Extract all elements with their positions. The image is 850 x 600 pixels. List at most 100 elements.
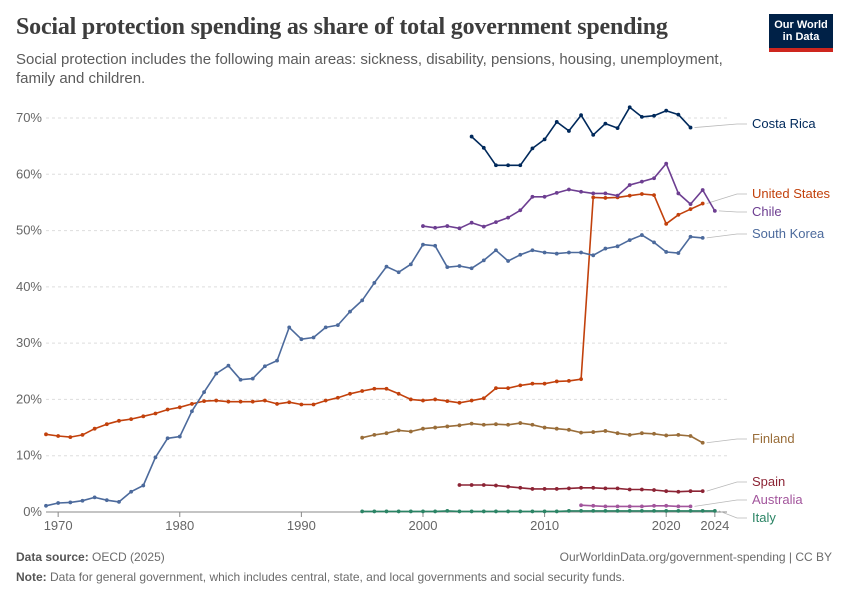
- x-tick-label: 1970: [44, 518, 73, 533]
- data-point-chile: [652, 176, 656, 181]
- y-tick-label: 30%: [16, 335, 42, 350]
- data-point-united-states: [494, 386, 498, 391]
- data-point-south-korea: [627, 238, 632, 243]
- data-point-south-korea: [664, 250, 669, 254]
- x-tick-label: 1980: [165, 518, 194, 533]
- data-point-south-korea: [676, 251, 681, 255]
- data-point-south-korea: [579, 250, 583, 255]
- data-point-spain: [530, 487, 535, 491]
- data-point-chile: [615, 193, 620, 198]
- logo-line-1: Our World: [774, 19, 828, 31]
- data-point-chile: [530, 194, 535, 199]
- data-point-italy: [384, 509, 389, 514]
- owid-logo[interactable]: Our World in Data: [769, 14, 833, 52]
- data-point-south-korea: [396, 270, 401, 275]
- data-point-chile: [676, 191, 681, 196]
- x-tick-label: 2000: [409, 518, 438, 533]
- source-text[interactable]: OECD (2025): [92, 550, 165, 564]
- data-point-chile: [506, 215, 511, 220]
- data-point-italy: [481, 509, 486, 514]
- data-point-italy: [700, 508, 705, 513]
- y-tick-label: 20%: [16, 391, 42, 406]
- data-point-south-korea: [360, 298, 365, 303]
- data-point-united-states: [469, 398, 474, 403]
- data-point-south-korea: [408, 262, 413, 267]
- data-point-united-states: [591, 195, 596, 200]
- data-point-south-korea: [384, 264, 389, 269]
- data-point-costa-rica: [579, 113, 583, 118]
- data-point-finland: [360, 435, 365, 440]
- data-point-united-states: [335, 395, 340, 400]
- data-point-australia: [615, 504, 620, 509]
- data-point-finland: [494, 422, 498, 427]
- data-point-finland: [591, 430, 596, 434]
- legend-connector-spain: [706, 481, 747, 492]
- data-point-spain: [700, 489, 705, 494]
- legend-connector-australia: [694, 499, 747, 507]
- data-point-united-states: [56, 434, 61, 438]
- data-point-spain: [542, 487, 547, 491]
- data-point-costa-rica: [530, 146, 535, 151]
- data-point-finland: [603, 429, 608, 433]
- data-point-chile: [433, 225, 438, 230]
- data-point-costa-rica: [554, 120, 559, 124]
- data-point-south-korea: [165, 436, 170, 441]
- data-point-finland: [384, 431, 389, 436]
- data-point-united-states: [627, 193, 632, 198]
- data-point-spain: [688, 489, 693, 494]
- data-point-united-states: [652, 193, 656, 198]
- data-point-south-korea: [530, 248, 535, 253]
- data-point-spain: [639, 487, 644, 492]
- legend-connector-finland: [706, 438, 747, 444]
- data-point-chile: [421, 224, 425, 228]
- data-point-italy: [457, 509, 462, 514]
- data-point-italy: [408, 509, 413, 514]
- data-point-italy: [396, 509, 401, 514]
- data-point-south-korea: [226, 363, 231, 368]
- data-point-south-korea: [323, 325, 328, 330]
- data-point-finland: [506, 422, 511, 427]
- data-point-chile: [481, 224, 486, 229]
- data-point-spain: [567, 486, 571, 491]
- data-point-united-states: [250, 399, 255, 404]
- data-point-united-states: [457, 400, 462, 405]
- data-point-italy: [688, 508, 693, 513]
- data-point-costa-rica: [494, 163, 498, 168]
- data-point-south-korea: [104, 498, 109, 503]
- chart-title: Social protection spending as share of t…: [16, 14, 668, 40]
- data-point-finland: [408, 429, 413, 434]
- data-point-united-states: [238, 399, 243, 404]
- data-point-italy: [360, 509, 365, 514]
- data-point-united-states: [396, 391, 401, 396]
- data-point-united-states: [117, 418, 121, 423]
- data-point-south-korea: [372, 281, 377, 285]
- data-point-south-korea: [639, 233, 644, 237]
- data-point-australia: [579, 503, 583, 508]
- data-point-costa-rica: [639, 114, 644, 119]
- data-point-south-korea: [457, 264, 462, 268]
- legend-label-south-korea: South Korea: [752, 226, 825, 241]
- data-point-united-states: [323, 398, 328, 403]
- data-point-costa-rica: [567, 129, 571, 133]
- data-point-united-states: [68, 435, 73, 440]
- data-point-chile: [639, 179, 644, 184]
- data-point-south-korea: [518, 252, 523, 257]
- data-point-spain: [469, 483, 474, 487]
- url-credit[interactable]: OurWorldinData.org/government-spending |…: [559, 550, 832, 564]
- data-point-costa-rica: [603, 121, 608, 126]
- data-point-spain: [664, 489, 669, 494]
- y-tick-label: 10%: [16, 448, 42, 463]
- data-point-united-states: [299, 402, 304, 407]
- data-point-australia: [603, 504, 608, 509]
- data-point-united-states: [226, 399, 231, 404]
- data-point-italy: [518, 509, 523, 514]
- logo-line-2: in Data: [782, 31, 820, 43]
- note-line: Note: Data for general government, which…: [16, 570, 625, 584]
- data-point-italy: [421, 509, 425, 514]
- data-point-south-korea: [299, 337, 304, 342]
- data-point-united-states: [567, 378, 571, 383]
- legend-connector-italy: [718, 510, 747, 519]
- data-point-chile: [445, 224, 450, 228]
- source-line: Data source: OECD (2025): [16, 550, 165, 564]
- data-point-united-states: [190, 402, 194, 406]
